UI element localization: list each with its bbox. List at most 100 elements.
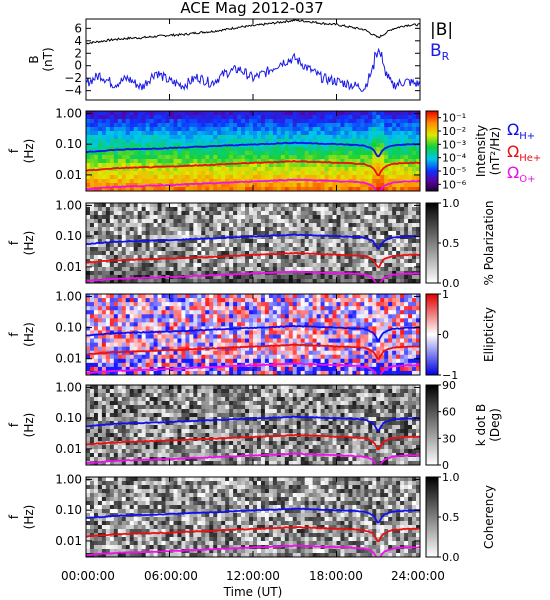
- spectrogram-cell: [392, 358, 397, 364]
- spectrogram-cell: [213, 231, 218, 236]
- spectrogram-cell: [400, 127, 405, 132]
- spectrogram-cell: [280, 115, 286, 120]
- spectrogram-cell: [189, 143, 194, 148]
- spectrogram-cell: [205, 139, 210, 144]
- spectrogram-cell: [213, 263, 218, 268]
- spectrogram-cell: [193, 135, 198, 140]
- spectrogram-cell: [229, 310, 234, 315]
- spectrogram-cell: [264, 279, 270, 283]
- spectrogram-cell: [149, 318, 155, 323]
- spectrogram-cell: [229, 139, 234, 144]
- spectrogram-cell: [233, 334, 238, 340]
- spectrogram-cell: [86, 243, 91, 248]
- spectrogram-cell: [356, 219, 361, 224]
- spectrogram-cell: [364, 111, 369, 116]
- spectrogram-cell: [256, 227, 262, 232]
- spectrogram-cell: [201, 119, 206, 124]
- spectrogram-cell: [113, 279, 119, 283]
- spectrogram-cell: [121, 267, 127, 272]
- spectrogram-cell: [340, 119, 346, 124]
- spectrogram-cell: [185, 318, 190, 323]
- spectrogram-cell: [137, 306, 143, 311]
- spectrogram-cell: [169, 334, 175, 340]
- spectrogram-cell: [316, 215, 322, 220]
- spectrogram-cell: [97, 223, 103, 228]
- spectrogram-cell: [364, 131, 369, 136]
- spectrogram-cell: [161, 179, 167, 184]
- spectrogram-cell: [113, 370, 119, 375]
- spectrogram-cell: [177, 271, 183, 276]
- spectrogram-cell: [181, 338, 187, 344]
- spectrogram-cell: [133, 318, 139, 323]
- spectrogram-cell: [272, 263, 278, 268]
- spectrogram-cell: [229, 302, 234, 307]
- spectrogram-cell: [121, 366, 127, 372]
- spectrogram-cell: [105, 358, 111, 364]
- spectrogram-cell: [121, 310, 127, 315]
- spectrogram-cell: [380, 211, 385, 216]
- spectrogram-cell: [264, 318, 270, 323]
- spectrogram-cell: [264, 235, 270, 240]
- spectrogram-cell: [97, 318, 103, 323]
- spectrogram-cell: [137, 227, 143, 232]
- spectrogram-cell: [300, 115, 306, 120]
- spectrogram-cell: [161, 354, 167, 360]
- spectrogram-cell: [105, 239, 111, 244]
- spectrogram-cell: [201, 275, 206, 280]
- spectrogram-cell: [109, 251, 115, 256]
- spectrogram-cell: [280, 231, 286, 236]
- spectrogram-cell: [396, 155, 401, 160]
- spectrogram-cell: [296, 175, 302, 180]
- spectrogram-cell: [173, 330, 179, 336]
- spectrogram-cell: [133, 227, 139, 232]
- spectrogram-cell: [336, 211, 342, 216]
- spectrogram-cell: [288, 155, 294, 160]
- spectrogram-cell: [209, 302, 214, 307]
- spectrogram-cell: [249, 115, 254, 120]
- spectrogram-cell: [221, 171, 226, 176]
- spectrogram-cell: [197, 159, 202, 164]
- spectrogram-cell: [280, 334, 286, 340]
- spectrogram-cell: [205, 275, 210, 280]
- spectrogram-cell: [197, 231, 202, 236]
- spectrogram-cell: [213, 175, 218, 180]
- spectrogram-cell: [276, 334, 282, 340]
- spectrogram-cell: [157, 298, 163, 303]
- spectrogram-cell: [344, 119, 350, 124]
- spectrogram-cell: [185, 322, 190, 327]
- spectrogram-cell: [125, 183, 131, 188]
- spectrogram-cell: [241, 123, 246, 128]
- spectrogram-cell: [320, 314, 326, 319]
- y-axis-unit: (nT): [41, 47, 55, 71]
- spectrogram-cell: [336, 263, 342, 268]
- spectrogram-cell: [404, 175, 409, 180]
- spectrogram-cell: [400, 139, 405, 144]
- spectrogram-cell: [121, 115, 127, 120]
- spectrogram-cell: [205, 251, 210, 256]
- spectrogram-cell: [229, 187, 234, 191]
- spectrogram-cell: [109, 322, 115, 327]
- spectrogram-cell: [237, 279, 242, 283]
- spectrogram-cell: [177, 326, 183, 332]
- spectrogram-cell: [340, 350, 346, 356]
- spectrogram-cell: [412, 259, 417, 264]
- spectrogram-cell: [229, 135, 234, 140]
- spectrogram-cell: [193, 155, 198, 160]
- spectrogram-cell: [253, 314, 258, 319]
- spectrogram-cell: [145, 294, 151, 299]
- spectrogram-cell: [340, 263, 346, 268]
- spectrogram-cell: [352, 223, 357, 228]
- spectrogram-cell: [97, 239, 103, 244]
- spectrogram-cell: [288, 279, 294, 283]
- spectrogram-cell: [352, 354, 357, 360]
- spectrogram-cell: [332, 294, 338, 299]
- spectrogram-cell: [189, 179, 194, 184]
- spectrogram-cell: [93, 179, 99, 184]
- spectrogram-cell: [101, 267, 107, 272]
- spectrogram-cell: [225, 239, 230, 244]
- spectrogram-cell: [173, 279, 179, 283]
- spectrogram-cell: [217, 223, 222, 228]
- spectrogram-cell: [153, 123, 159, 128]
- spectrogram-cell: [336, 334, 342, 340]
- spectrogram-cell: [229, 314, 234, 319]
